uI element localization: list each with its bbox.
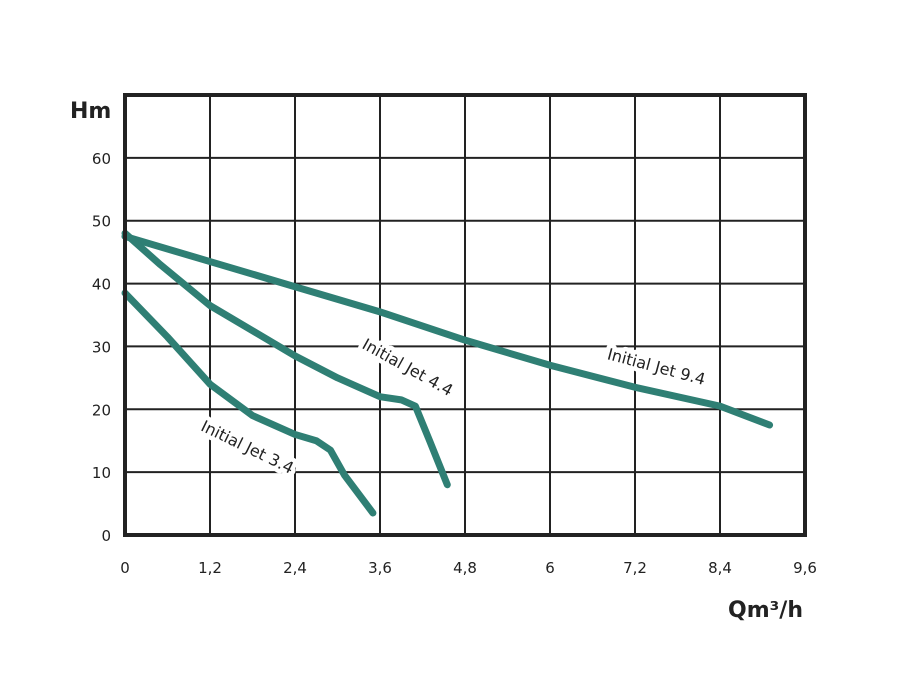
- series-line-0: [121, 232, 774, 429]
- x-tick-label: 7,2: [623, 559, 647, 577]
- series-line-1: [121, 229, 451, 489]
- series-lines: [121, 229, 774, 517]
- y-tick-label: 10: [92, 464, 111, 482]
- y-tick-label: 60: [92, 150, 111, 168]
- y-tick-label: 50: [92, 213, 111, 231]
- x-tick-label: 8,4: [708, 559, 732, 577]
- y-axis-label: Hm: [70, 99, 111, 124]
- series-line-2: [121, 289, 377, 517]
- y-tick-label: 0: [101, 527, 111, 545]
- x-tick-label: 3,6: [368, 559, 392, 577]
- x-tick-label: 4,8: [453, 559, 477, 577]
- x-tick-label: 0: [120, 559, 130, 577]
- tick-labels: 0 1,2 2,4 3,6 4,8 6 7,2 8,4 9,6 0 10 20 30 40 50 60: [92, 150, 817, 577]
- x-tick-label: 1,2: [198, 559, 222, 577]
- y-tick-label: 40: [92, 276, 111, 294]
- y-tick-label: 20: [92, 401, 111, 419]
- x-axis-label: Qm³/h: [728, 598, 803, 623]
- plot-frame: [123, 93, 807, 537]
- x-tick-label: 9,6: [793, 559, 817, 577]
- x-tick-label: 2,4: [283, 559, 307, 577]
- y-tick-label: 30: [92, 338, 111, 356]
- x-tick-label: 6: [545, 559, 555, 577]
